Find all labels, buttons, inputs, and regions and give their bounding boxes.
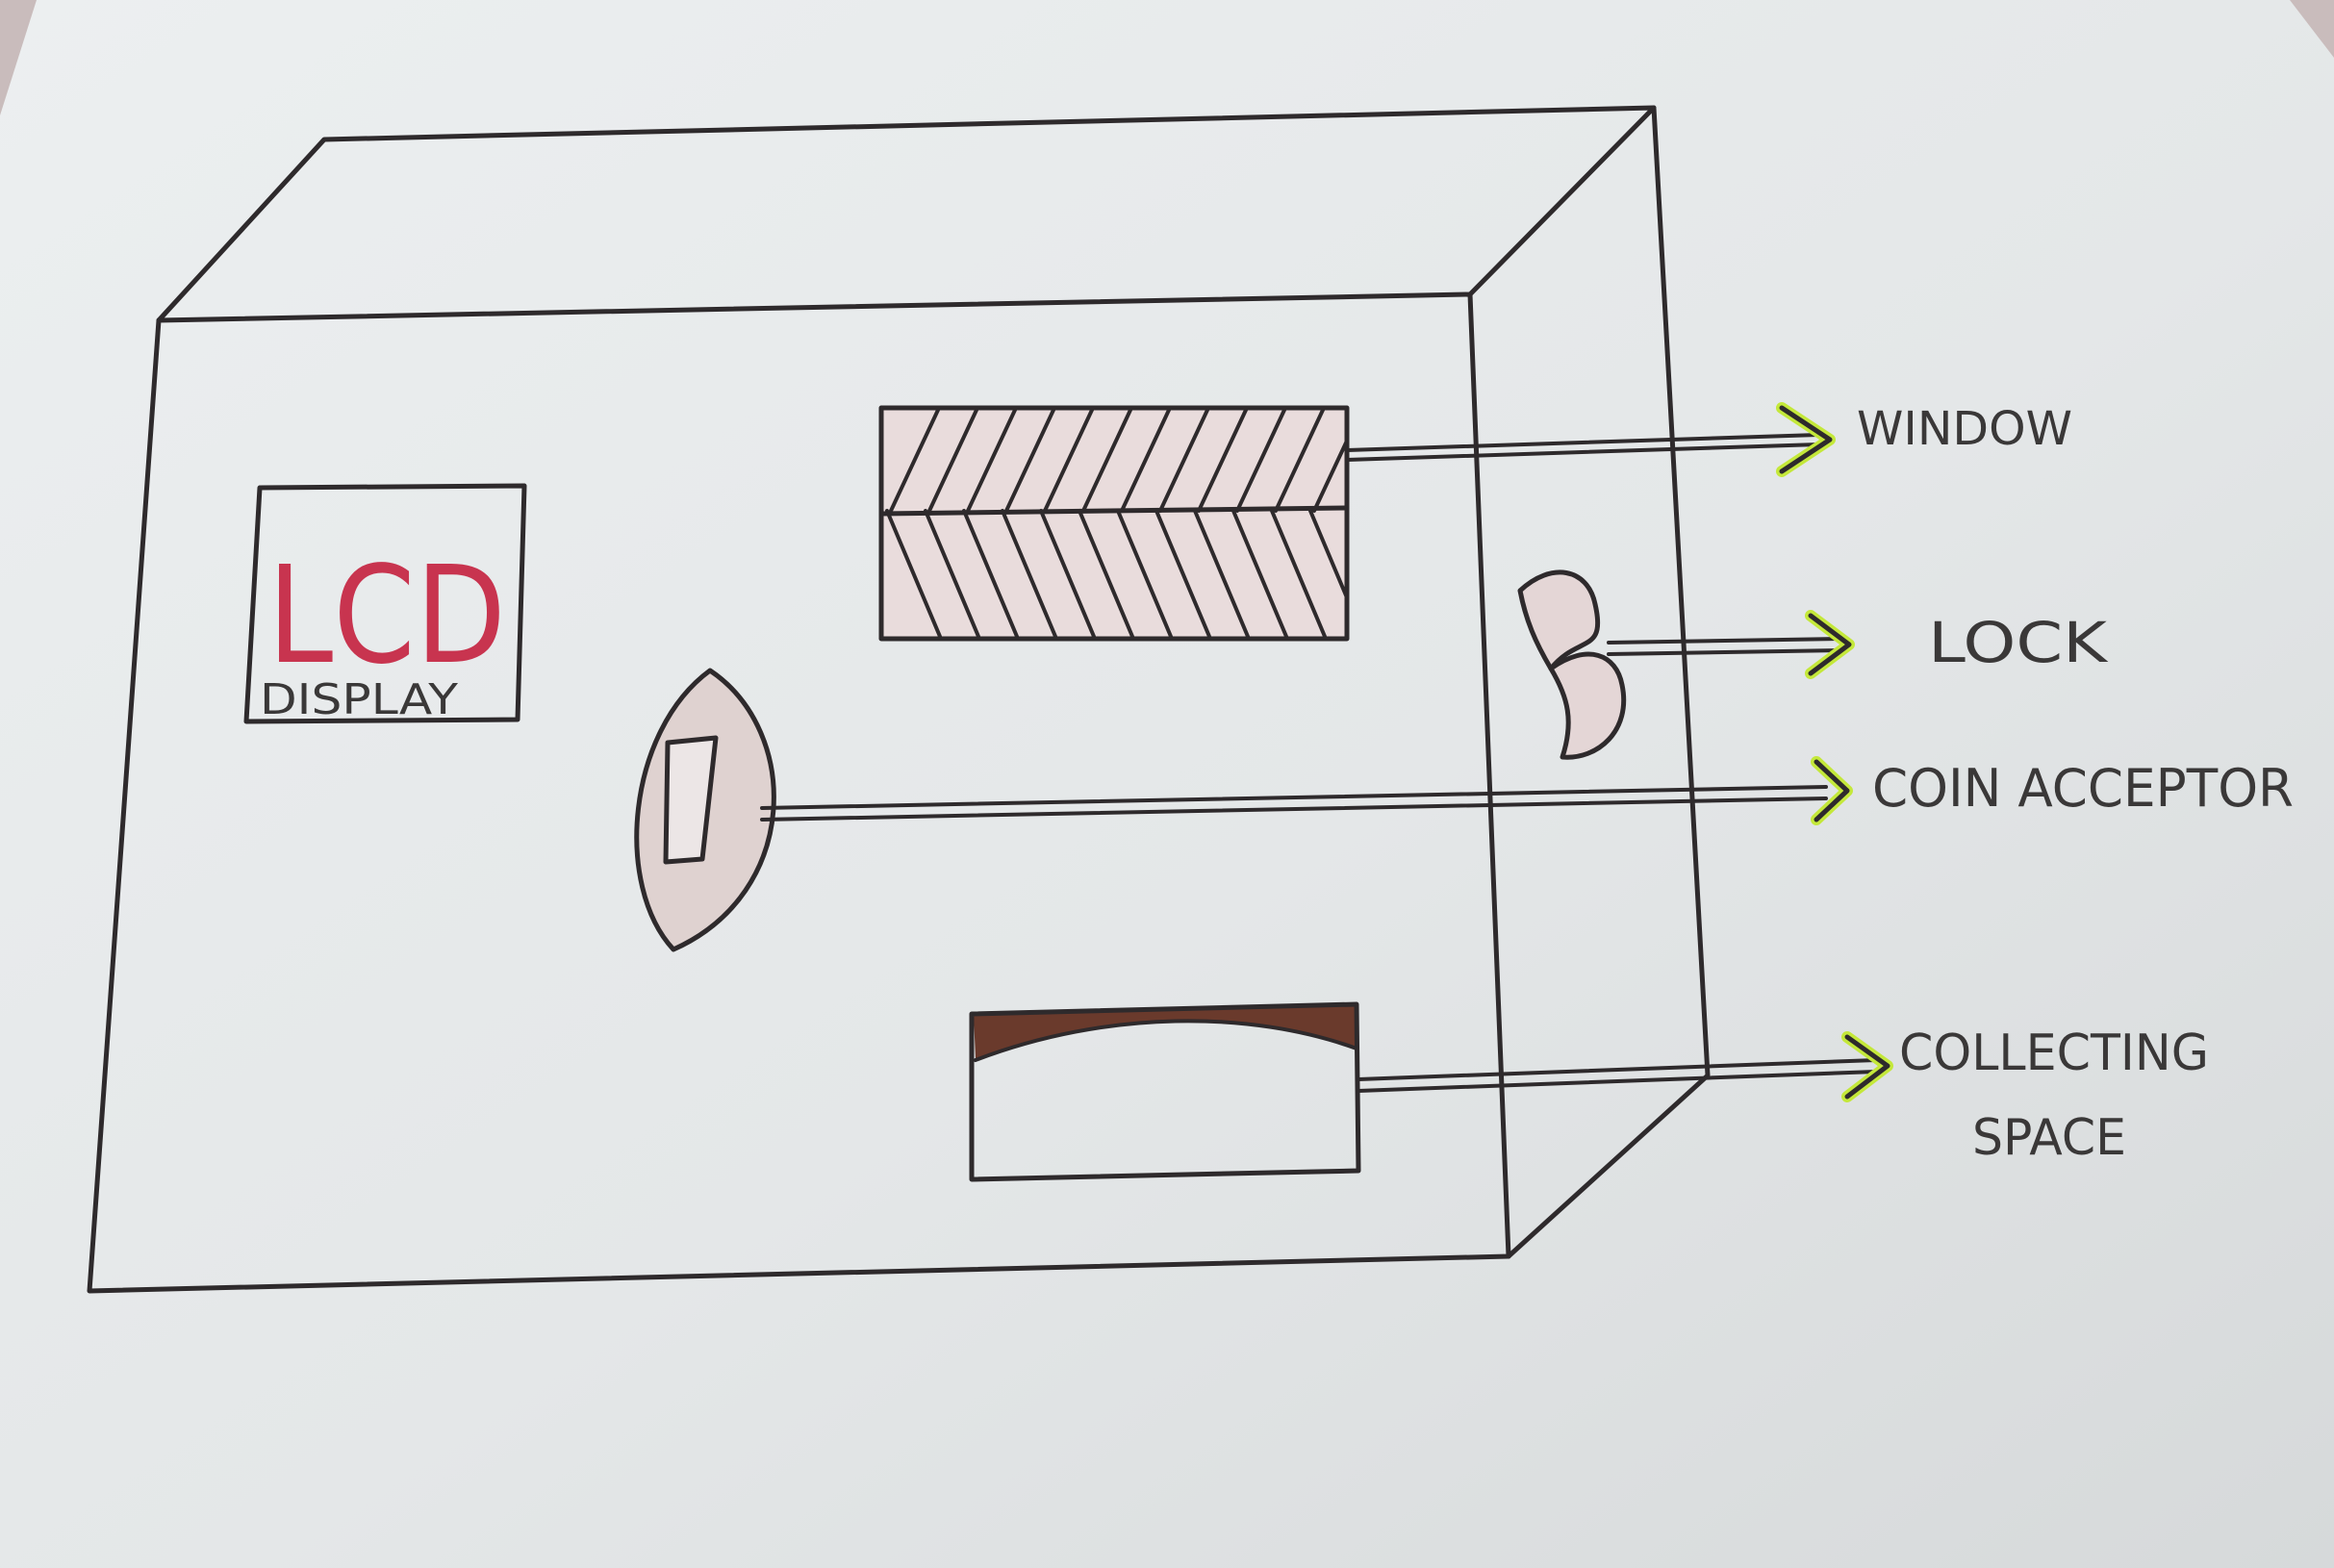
label-lock: LOCK [1928, 610, 2109, 675]
window-hatch-line [1001, 509, 1058, 639]
window-hatch-line [927, 408, 979, 513]
collecting-space [969, 1001, 1361, 1182]
window-panel [878, 405, 1350, 642]
lcd-title: LCD [267, 538, 506, 695]
window-hatch-line [1308, 509, 1347, 603]
label-collecting-space-line1: COLLECTING [1899, 1024, 2209, 1082]
lcd-subtitle: DISPLAY [260, 675, 458, 724]
window-hatch-line [1039, 509, 1097, 639]
window-hatch-line [1197, 408, 1249, 513]
window-hatch-line [889, 408, 941, 513]
window-hatch-line [924, 509, 981, 639]
label-collecting-space-line2: SPACE [1972, 1109, 2126, 1167]
window-hatch-line [1043, 408, 1095, 513]
window-arrow-icon [1776, 402, 1836, 477]
window-hatch-line [1078, 509, 1135, 639]
coin-arrow-icon [1811, 756, 1853, 825]
window-hatch-line [962, 509, 1020, 639]
window-hatch-line [1312, 436, 1347, 513]
label-window: WINDOW [1857, 402, 2072, 456]
window-hatch-line [1154, 509, 1212, 639]
window-hatch-line [1231, 509, 1289, 639]
coin-acceptor-slot [634, 668, 776, 952]
lcd-display: LCD DISPLAY [243, 483, 527, 724]
lock-arrow-icon [1805, 610, 1855, 679]
leader-lines [760, 433, 1878, 1093]
window-hatch-line [885, 509, 943, 639]
right-face [1506, 105, 1711, 1259]
lock [1517, 569, 1627, 760]
window-hatch-line [1193, 509, 1251, 639]
window-hatch-line [1120, 408, 1172, 513]
window-hatch-line [1274, 408, 1326, 513]
window-hatch-line [1270, 509, 1328, 639]
window-hatch-line [1116, 509, 1174, 639]
collecting-arrow-icon [1841, 1031, 1893, 1102]
window-hatch-line [1235, 408, 1287, 513]
window-hatch-line [1081, 408, 1133, 513]
machine-box [87, 105, 1711, 1294]
top-face [156, 105, 1657, 323]
window-hatch-line [1158, 408, 1210, 513]
window-hatch-line [966, 408, 1018, 513]
window-hatch-line [1004, 408, 1056, 513]
label-coin-acceptor: COIN ACCEPTOR [1872, 758, 2294, 819]
arrow-heads [1776, 402, 1893, 1102]
